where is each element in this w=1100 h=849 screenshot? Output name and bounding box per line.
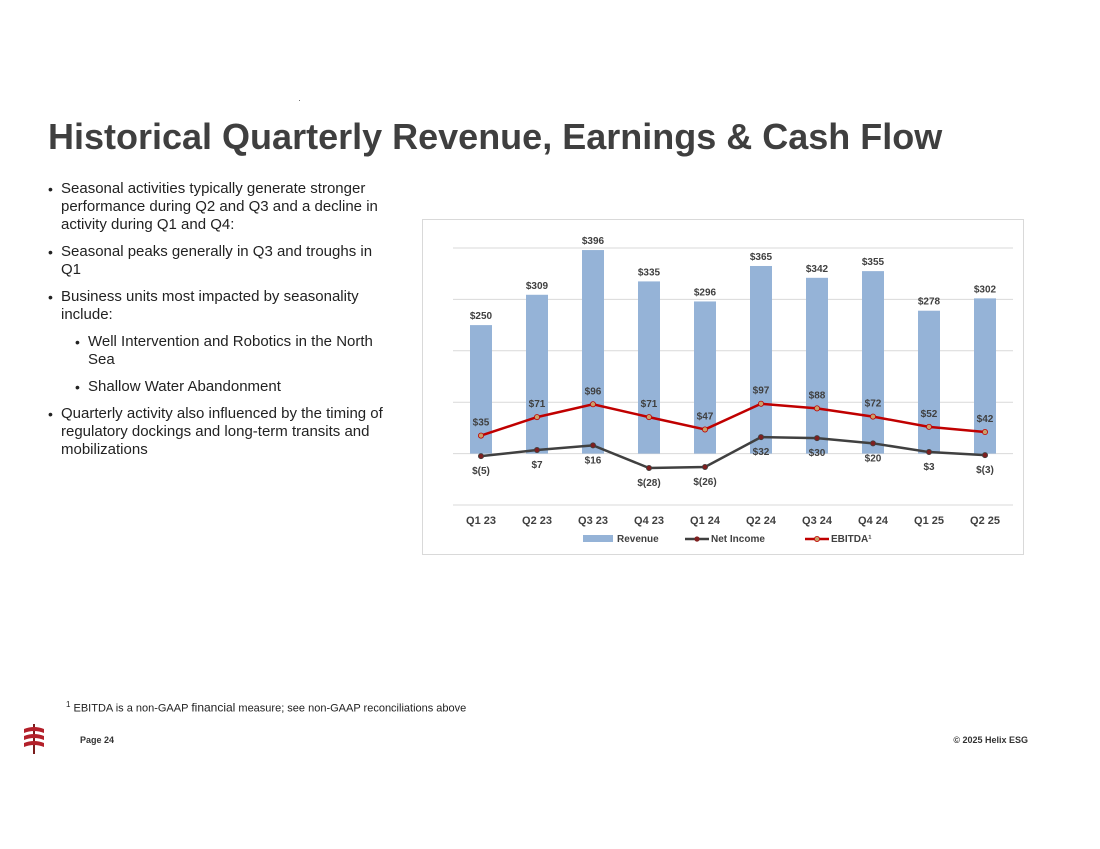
net-income-point: [813, 435, 820, 442]
legend-net-income-marker: [694, 536, 700, 542]
net-income-label: $30: [809, 448, 826, 459]
net-income-point: [701, 463, 708, 470]
revenue-label: $396: [582, 236, 605, 247]
ebitda-point: [589, 401, 596, 408]
net-income-label: $3: [923, 462, 935, 473]
ebitda-label: $71: [529, 399, 546, 410]
x-tick-label: Q1 23: [466, 515, 496, 527]
ebitda-point: [869, 413, 876, 420]
revenue-label: $342: [806, 264, 829, 275]
footnote-text-3: measure; see non-GAAP reconciliations ab…: [235, 702, 467, 715]
ebitda-label: $97: [753, 386, 770, 397]
net-income-point: [925, 449, 932, 456]
page-number: Page 24: [80, 735, 115, 745]
ebitda-label: $88: [809, 390, 826, 401]
x-tick-label: Q2 23: [522, 515, 552, 527]
ebitda-point: [701, 426, 708, 433]
ebitda-label: $72: [865, 399, 882, 410]
net-income-label: $(26): [693, 477, 716, 488]
page-title: Historical Quarterly Revenue, Earnings &…: [48, 116, 943, 157]
net-income-point: [982, 452, 989, 459]
ebitda-point: [925, 423, 932, 430]
net-income-label: $20: [865, 453, 882, 464]
ebitda-point: [645, 414, 652, 421]
revenue-label: $278: [918, 297, 941, 308]
revenue-label: $309: [526, 281, 549, 292]
revenue-label: $355: [862, 257, 885, 268]
combo-chart: $250 $309 $396 $335 $296 $365 $342 $355 $278 $302…: [453, 236, 1013, 545]
x-tick-label: Q4 23: [634, 515, 664, 527]
ebitda-label: $71: [641, 399, 658, 410]
revenue-label: $250: [470, 311, 493, 322]
x-tick-label: Q2 25: [970, 515, 1000, 527]
ebitda-point: [478, 432, 485, 439]
x-tick-label: Q2 24: [746, 515, 777, 527]
revenue-bar: [582, 250, 604, 454]
footnote-marker: 1: [66, 700, 71, 709]
net-income-point: [869, 440, 876, 447]
revenue-label: $365: [750, 252, 773, 263]
chart-container: $250 $309 $396 $335 $296 $365 $342 $355 $278 $302…: [422, 219, 1024, 555]
revenue-bar: [694, 301, 716, 454]
helix-logo-icon: [24, 724, 44, 754]
ebitda-point: [534, 414, 541, 421]
stray-dot: [299, 100, 300, 101]
net-income-point: [534, 447, 541, 454]
bullet-list: Seasonal activities typically generate s…: [48, 180, 393, 468]
net-income-line: [480, 435, 986, 470]
net-income-point: [589, 442, 596, 449]
net-income-label: $(3): [976, 465, 994, 476]
revenue-label: $296: [694, 287, 717, 298]
sub-bullet-item: Well Intervention and Robotics in the No…: [48, 333, 393, 369]
net-income-label: $(28): [637, 478, 660, 489]
ebitda-label: $35: [473, 418, 490, 429]
copyright: © 2025 Helix ESG: [953, 735, 1028, 745]
ebitda-label: $96: [585, 386, 602, 397]
revenue-bar: [526, 294, 548, 454]
x-tick-label: Q3 24: [802, 515, 833, 527]
revenue-bar: [750, 265, 772, 454]
bullet-item: Seasonal activities typically generate s…: [48, 180, 393, 234]
legend-revenue-swatch: [583, 535, 613, 542]
legend-ebitda-label: EBITDA¹: [831, 534, 872, 545]
bullet-item: Quarterly activity also influenced by th…: [48, 405, 393, 459]
ebitda-point: [813, 405, 820, 412]
x-tick-label: Q4 24: [858, 515, 889, 527]
net-income-label: $32: [753, 447, 770, 458]
ebitda-point: [757, 400, 764, 407]
net-income-point: [478, 453, 485, 460]
net-income-point: [757, 434, 764, 441]
x-tick-label: Q3 23: [578, 515, 608, 527]
revenue-label: $335: [638, 267, 661, 278]
revenue-bar: [974, 298, 996, 454]
sub-bullet-item: Shallow Water Abandonment: [48, 378, 393, 396]
footnote-text-2: financial: [191, 700, 236, 715]
net-income-label: $7: [531, 460, 543, 471]
bullet-item: Business units most impacted by seasonal…: [48, 288, 393, 324]
revenue-bar: [918, 310, 940, 454]
revenue-bar: [638, 281, 660, 454]
x-tick-label: Q1 24: [690, 515, 721, 527]
ebitda-label: $52: [921, 409, 938, 420]
net-income-label: $(5): [472, 466, 490, 477]
ebitda-label: $47: [697, 411, 714, 422]
revenue-bar: [862, 271, 884, 454]
net-income-label: $16: [585, 455, 602, 466]
ebitda-point: [982, 429, 989, 436]
revenue-bar: [806, 277, 828, 454]
ebitda-label: $42: [977, 414, 994, 425]
ebitda-line: [480, 402, 986, 437]
legend-net-income-label: Net Income: [711, 534, 765, 545]
revenue-label: $302: [974, 284, 997, 295]
footnote: 1 EBITDA is a non-GAAP financial measure…: [66, 700, 466, 715]
net-income-point: [645, 464, 652, 471]
revenue-bar: [470, 325, 492, 454]
footnote-text-1: EBITDA is a non-GAAP: [70, 702, 192, 715]
bullet-item: Seasonal peaks generally in Q3 and troug…: [48, 243, 393, 279]
legend-revenue-label: Revenue: [617, 534, 659, 545]
legend-ebitda-marker: [813, 535, 820, 542]
x-tick-label: Q1 25: [914, 515, 944, 527]
